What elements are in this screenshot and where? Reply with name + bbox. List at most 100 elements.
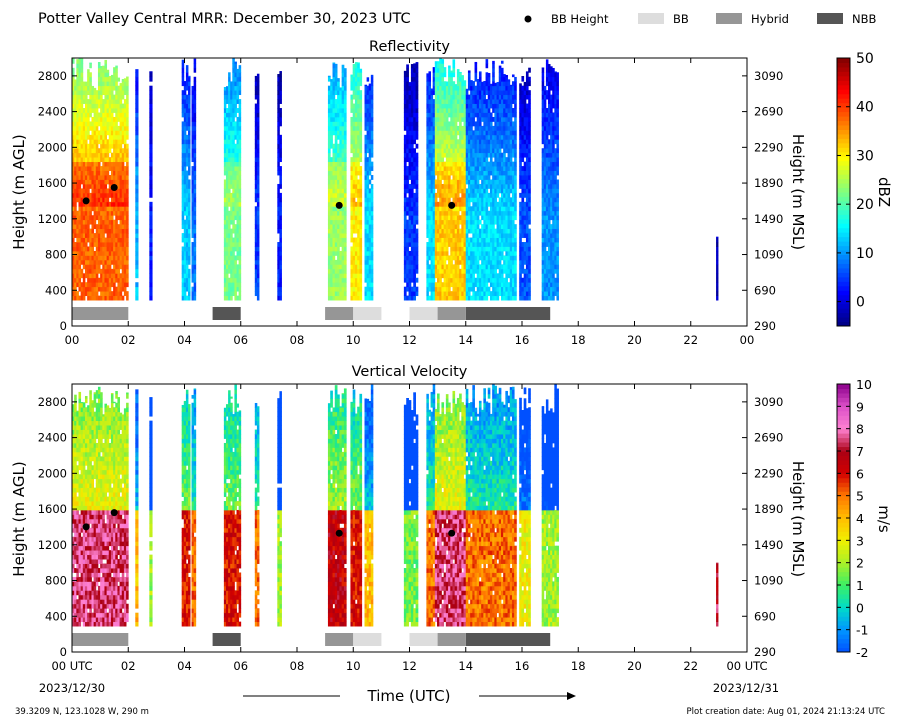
data-cell [78,215,82,221]
data-cell [232,157,235,163]
data-cell [223,228,227,234]
data-cell [357,139,360,145]
data-cell [254,219,258,225]
data-cell [80,237,84,243]
data-cell [413,81,416,87]
data-cell [448,166,451,171]
data-cell [123,121,127,127]
data-cell [359,188,363,194]
data-cell [445,237,449,243]
data-cell [430,197,434,203]
data-cell [470,237,473,243]
data-cell [108,183,112,189]
data-cell [452,237,456,243]
data-cell [343,116,347,122]
data-cell [126,197,129,203]
data-cell [238,291,242,297]
data-cell [72,157,75,163]
data-cell [225,255,229,261]
data-cell [426,273,429,279]
data-cell [223,237,227,243]
data-cell [428,188,431,194]
data-cell [441,264,445,270]
data-cell [193,112,197,118]
data-cell [364,255,368,261]
data-cell [472,264,475,270]
data-cell [408,170,412,176]
data-cell [117,90,120,96]
data-cell [95,246,99,252]
data-cell [434,152,438,158]
data-cell [106,112,110,118]
data-cell [193,277,197,283]
data-cell [492,246,495,252]
data-cell [370,219,374,225]
data-cell [149,242,153,247]
data-cell [332,210,336,216]
data-cell [332,286,336,292]
data-cell [91,116,95,122]
data-cell [256,259,260,265]
data-cell [113,139,116,145]
data-cell [97,134,101,140]
data-cell [430,282,434,288]
data-cell [91,125,95,131]
data-cell [461,242,464,247]
data-cell [89,139,92,145]
data-cell [410,67,414,73]
data-cell [104,170,108,176]
data-cell [223,291,227,297]
data-cell [478,125,482,131]
data-cell [334,85,338,91]
data-cell [341,81,345,87]
data-cell [370,268,374,274]
data-cell [439,63,442,69]
data-cell [236,242,240,247]
data-cell [72,246,75,252]
data-cell [230,197,233,203]
data-cell [415,277,419,283]
data-cell [437,134,440,140]
data-cell [472,90,475,96]
data-cell [368,116,372,122]
data-cell [366,157,370,163]
data-cell [84,250,88,256]
data-cell [135,233,139,238]
data-cell [470,250,473,256]
data-cell [474,108,478,113]
data-cell [256,264,260,270]
data-cell [72,188,75,194]
data-cell [439,233,442,238]
data-cell [108,108,112,113]
data-cell [426,139,429,145]
data-cell [483,273,486,279]
data-cell [238,152,242,158]
data-cell [426,206,429,212]
data-cell [108,157,112,163]
data-cell [463,286,467,292]
data-cell [236,72,240,78]
data-cell [463,268,467,274]
data-cell [230,157,233,163]
data-cell [470,179,473,185]
data-cell [181,90,185,96]
data-cell [476,206,480,212]
data-cell [343,250,347,256]
data-cell [492,273,495,279]
data-cell [461,125,464,131]
data-cell [487,255,491,261]
data-cell [330,108,333,113]
data-cell [413,161,416,167]
data-cell [448,99,451,104]
data-cell [78,72,82,78]
data-cell [487,273,491,279]
data-cell [441,224,445,230]
data-cell [76,246,79,252]
data-cell [452,242,456,247]
data-cell [95,170,99,176]
data-cell [337,268,340,274]
data-cell [352,103,356,109]
data-cell [82,242,86,247]
data-cell [100,112,103,118]
data-cell [193,295,197,301]
